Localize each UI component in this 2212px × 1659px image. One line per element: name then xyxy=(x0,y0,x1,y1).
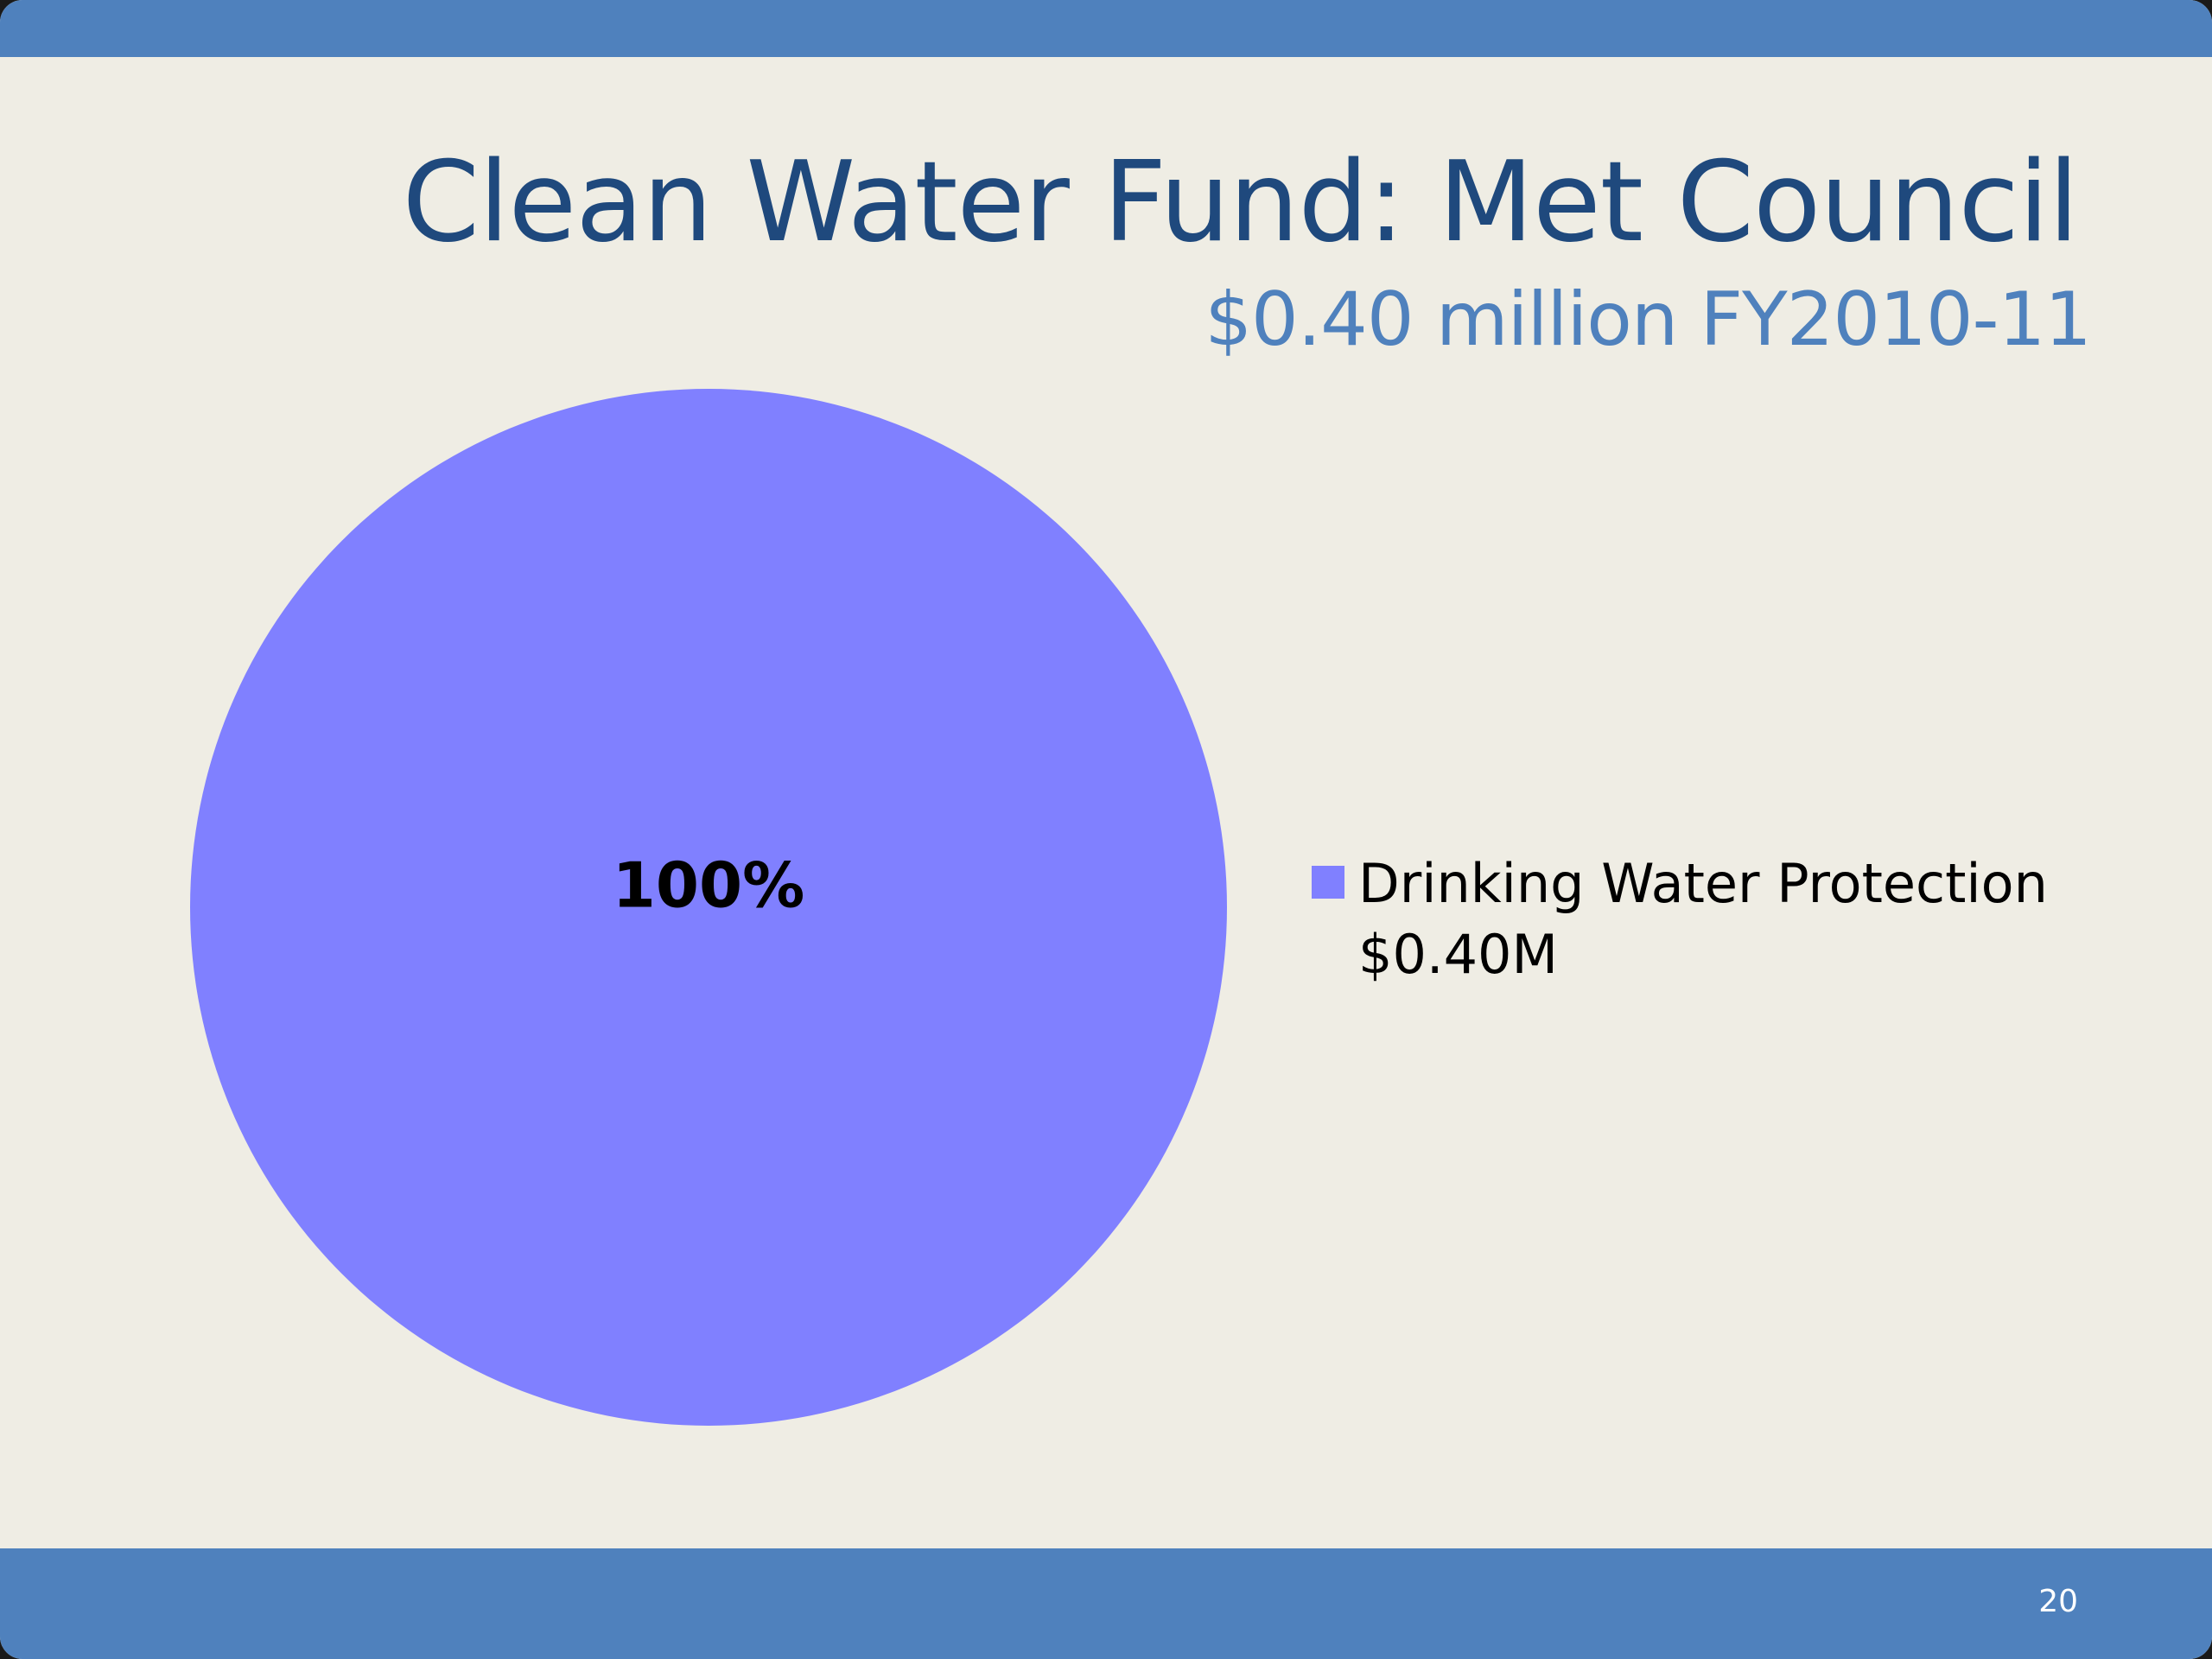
pie-percent-label: 100% xyxy=(613,849,804,922)
chart-legend: Drinking Water Protection $0.40M xyxy=(1312,849,2048,990)
legend-entry: Drinking Water Protection $0.40M xyxy=(1358,849,2048,990)
slide-subtitle: $0.40 million FY2010-11 xyxy=(1205,276,2092,363)
pie-slice xyxy=(190,389,1227,1426)
legend-swatch xyxy=(1312,866,1344,899)
bottom-accent-bar xyxy=(0,1548,2212,1659)
top-accent-bar xyxy=(0,0,2212,57)
legend-label: Drinking Water Protection xyxy=(1358,852,2048,915)
page-number: 20 xyxy=(2038,1584,2078,1619)
legend-value: $0.40M xyxy=(1358,923,1558,986)
slide-title: Clean Water Fund: Met Council xyxy=(402,138,2079,267)
